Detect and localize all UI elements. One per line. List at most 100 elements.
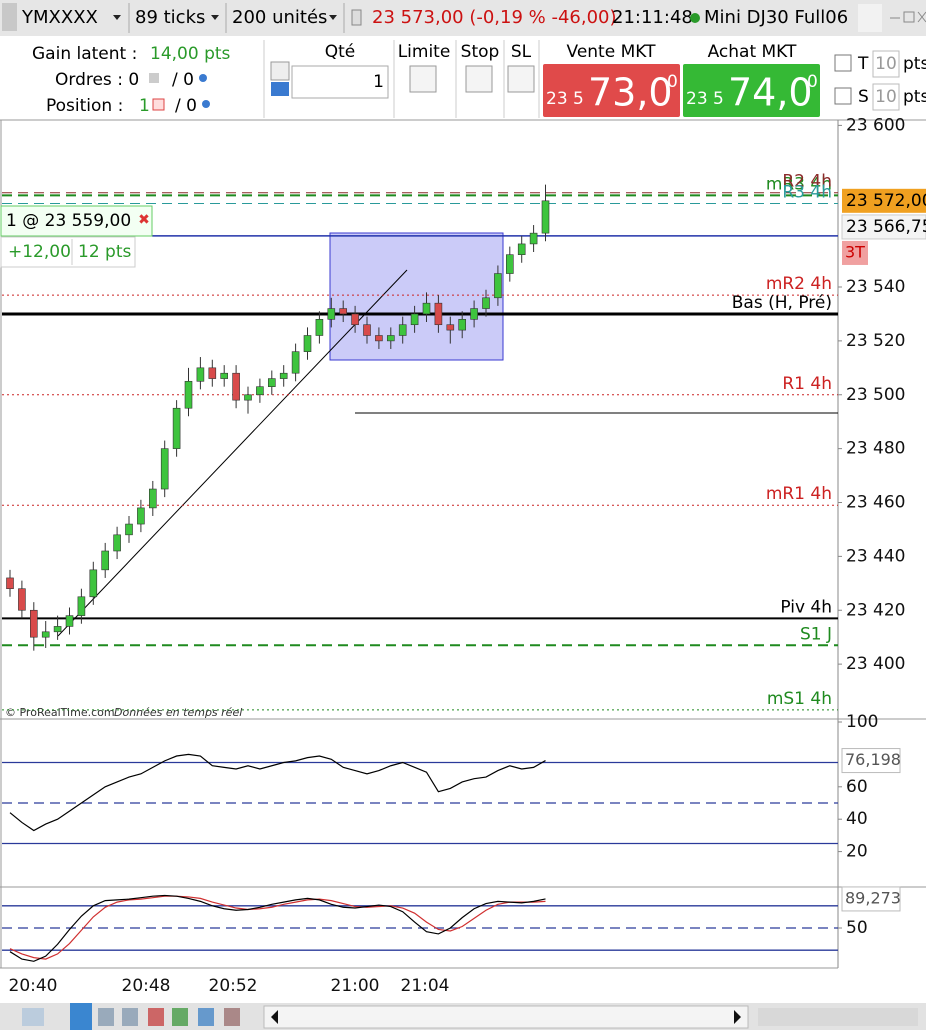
- icon[interactable]: [202, 100, 210, 108]
- orders-sep: / 0: [172, 70, 194, 90]
- y-tick-label: 23 520: [846, 331, 905, 351]
- zone-box[interactable]: [329, 232, 504, 361]
- window-controls[interactable]: [890, 11, 926, 23]
- s-label: S: [858, 87, 869, 107]
- candle-body: [315, 319, 324, 336]
- level-label: R2 4h: [782, 172, 832, 192]
- buy-prefix: 23 5: [686, 89, 724, 109]
- position-entry: 1 @ 23 559,00: [6, 211, 131, 231]
- price-label: 23 566,75: [846, 217, 926, 237]
- t-value[interactable]: 10: [875, 54, 897, 74]
- buy-sup: 0: [807, 72, 818, 92]
- candle-body: [137, 507, 145, 525]
- candle-body: [267, 378, 276, 387]
- checkbox[interactable]: [834, 87, 852, 105]
- x-tick-label: 20:52: [209, 976, 258, 996]
- copyright: © ProRealTime.com: [5, 706, 115, 719]
- y-tick-label: 23 500: [846, 385, 905, 405]
- x-tick-label: 20:40: [9, 976, 58, 996]
- candle-body: [232, 372, 240, 401]
- s-unit: pts: [903, 87, 926, 107]
- level-label: mS1 4h: [767, 689, 832, 709]
- quote: 23 573,00 (-0,19 % -46,00): [372, 7, 617, 28]
- tool-icon[interactable]: [198, 1008, 214, 1026]
- stop-button[interactable]: [465, 65, 493, 93]
- y-tick-label: 40: [846, 809, 868, 829]
- badge: 3T: [845, 242, 865, 261]
- qty-label: Qté: [325, 42, 356, 62]
- tool-icon[interactable]: [122, 1008, 138, 1026]
- candle-body: [208, 367, 217, 379]
- tool-icon[interactable]: [70, 1003, 92, 1030]
- indicator-line: [9, 895, 546, 960]
- indicator-line: [9, 894, 546, 962]
- position-box[interactable]: 1 @ 23 559,00 ✖ +12,00 12 pts: [0, 205, 153, 268]
- candle-body: [18, 588, 26, 611]
- zoom-tools[interactable]: [758, 1008, 918, 1026]
- t-input[interactable]: [872, 50, 900, 78]
- checkbox[interactable]: [834, 54, 852, 72]
- close-position[interactable]: ✖: [138, 212, 150, 228]
- candle-body: [196, 367, 205, 382]
- period[interactable]: 89 ticks: [135, 7, 205, 28]
- position-pts: 12 pts: [78, 242, 131, 262]
- symbol[interactable]: YMXXXX: [21, 7, 98, 28]
- tool-icon[interactable]: [148, 1008, 164, 1026]
- candle-body: [29, 609, 38, 638]
- candle-body: [172, 407, 181, 449]
- trend-line[interactable]: [57, 269, 408, 637]
- icon[interactable]: [152, 98, 165, 111]
- keypad-icon[interactable]: [271, 82, 289, 96]
- y-tick-label: 23 400: [846, 654, 905, 674]
- candle-body: [494, 273, 502, 299]
- candle-body: [446, 324, 455, 331]
- icon[interactable]: [199, 74, 207, 82]
- sl-button[interactable]: [507, 65, 535, 93]
- qty-input[interactable]: [291, 65, 389, 99]
- sell-button[interactable]: [543, 64, 680, 117]
- s-value[interactable]: 10: [875, 87, 897, 107]
- x-tick-label: 20:48: [122, 976, 171, 996]
- status-dot: [690, 13, 700, 23]
- last-value-box: [841, 748, 901, 774]
- candle-body: [184, 380, 193, 409]
- candle-body: [410, 313, 419, 326]
- position-entry-box[interactable]: [0, 205, 153, 237]
- position-pnl: +12,00: [8, 242, 71, 262]
- candle-body: [89, 569, 98, 598]
- tool-icon[interactable]: [22, 1008, 44, 1026]
- units[interactable]: 200 unités: [232, 7, 327, 28]
- candle-body: [6, 577, 14, 590]
- position-pnl-box: [0, 236, 136, 268]
- candle-body: [279, 372, 288, 379]
- y-tick-label: 23 600: [846, 115, 905, 135]
- candle-body: [458, 319, 467, 331]
- candle-body: [41, 631, 50, 638]
- limit-button[interactable]: [409, 65, 437, 93]
- buy-button[interactable]: [683, 64, 820, 117]
- instrument: Mini DJ30 Full06: [704, 7, 848, 28]
- y-tick-label: 23 440: [846, 546, 905, 566]
- candle-body: [220, 372, 228, 379]
- info-icon[interactable]: [351, 9, 362, 26]
- tool-icon[interactable]: [172, 1008, 188, 1026]
- toolbar: [0, 0, 926, 36]
- last-price-box: [842, 188, 926, 213]
- qty-value[interactable]: 1: [373, 72, 384, 92]
- scrollbar[interactable]: [263, 1005, 749, 1029]
- y-tick-label: 23 420: [846, 600, 905, 620]
- refresh[interactable]: [858, 4, 882, 32]
- last-price: 23 572,00: [846, 191, 926, 211]
- sell-main: 73,0: [588, 71, 673, 115]
- price-box: [841, 214, 926, 240]
- tool-icon[interactable]: [270, 61, 290, 81]
- limit-label: Limite: [398, 42, 451, 62]
- tool-icon[interactable]: [224, 1008, 240, 1026]
- tool-icon[interactable]: [98, 1008, 114, 1026]
- sell-prefix: 23 5: [546, 89, 584, 109]
- candle-body: [125, 523, 133, 536]
- candle-body: [386, 335, 395, 342]
- s-input[interactable]: [872, 83, 900, 111]
- candle-body: [434, 302, 443, 326]
